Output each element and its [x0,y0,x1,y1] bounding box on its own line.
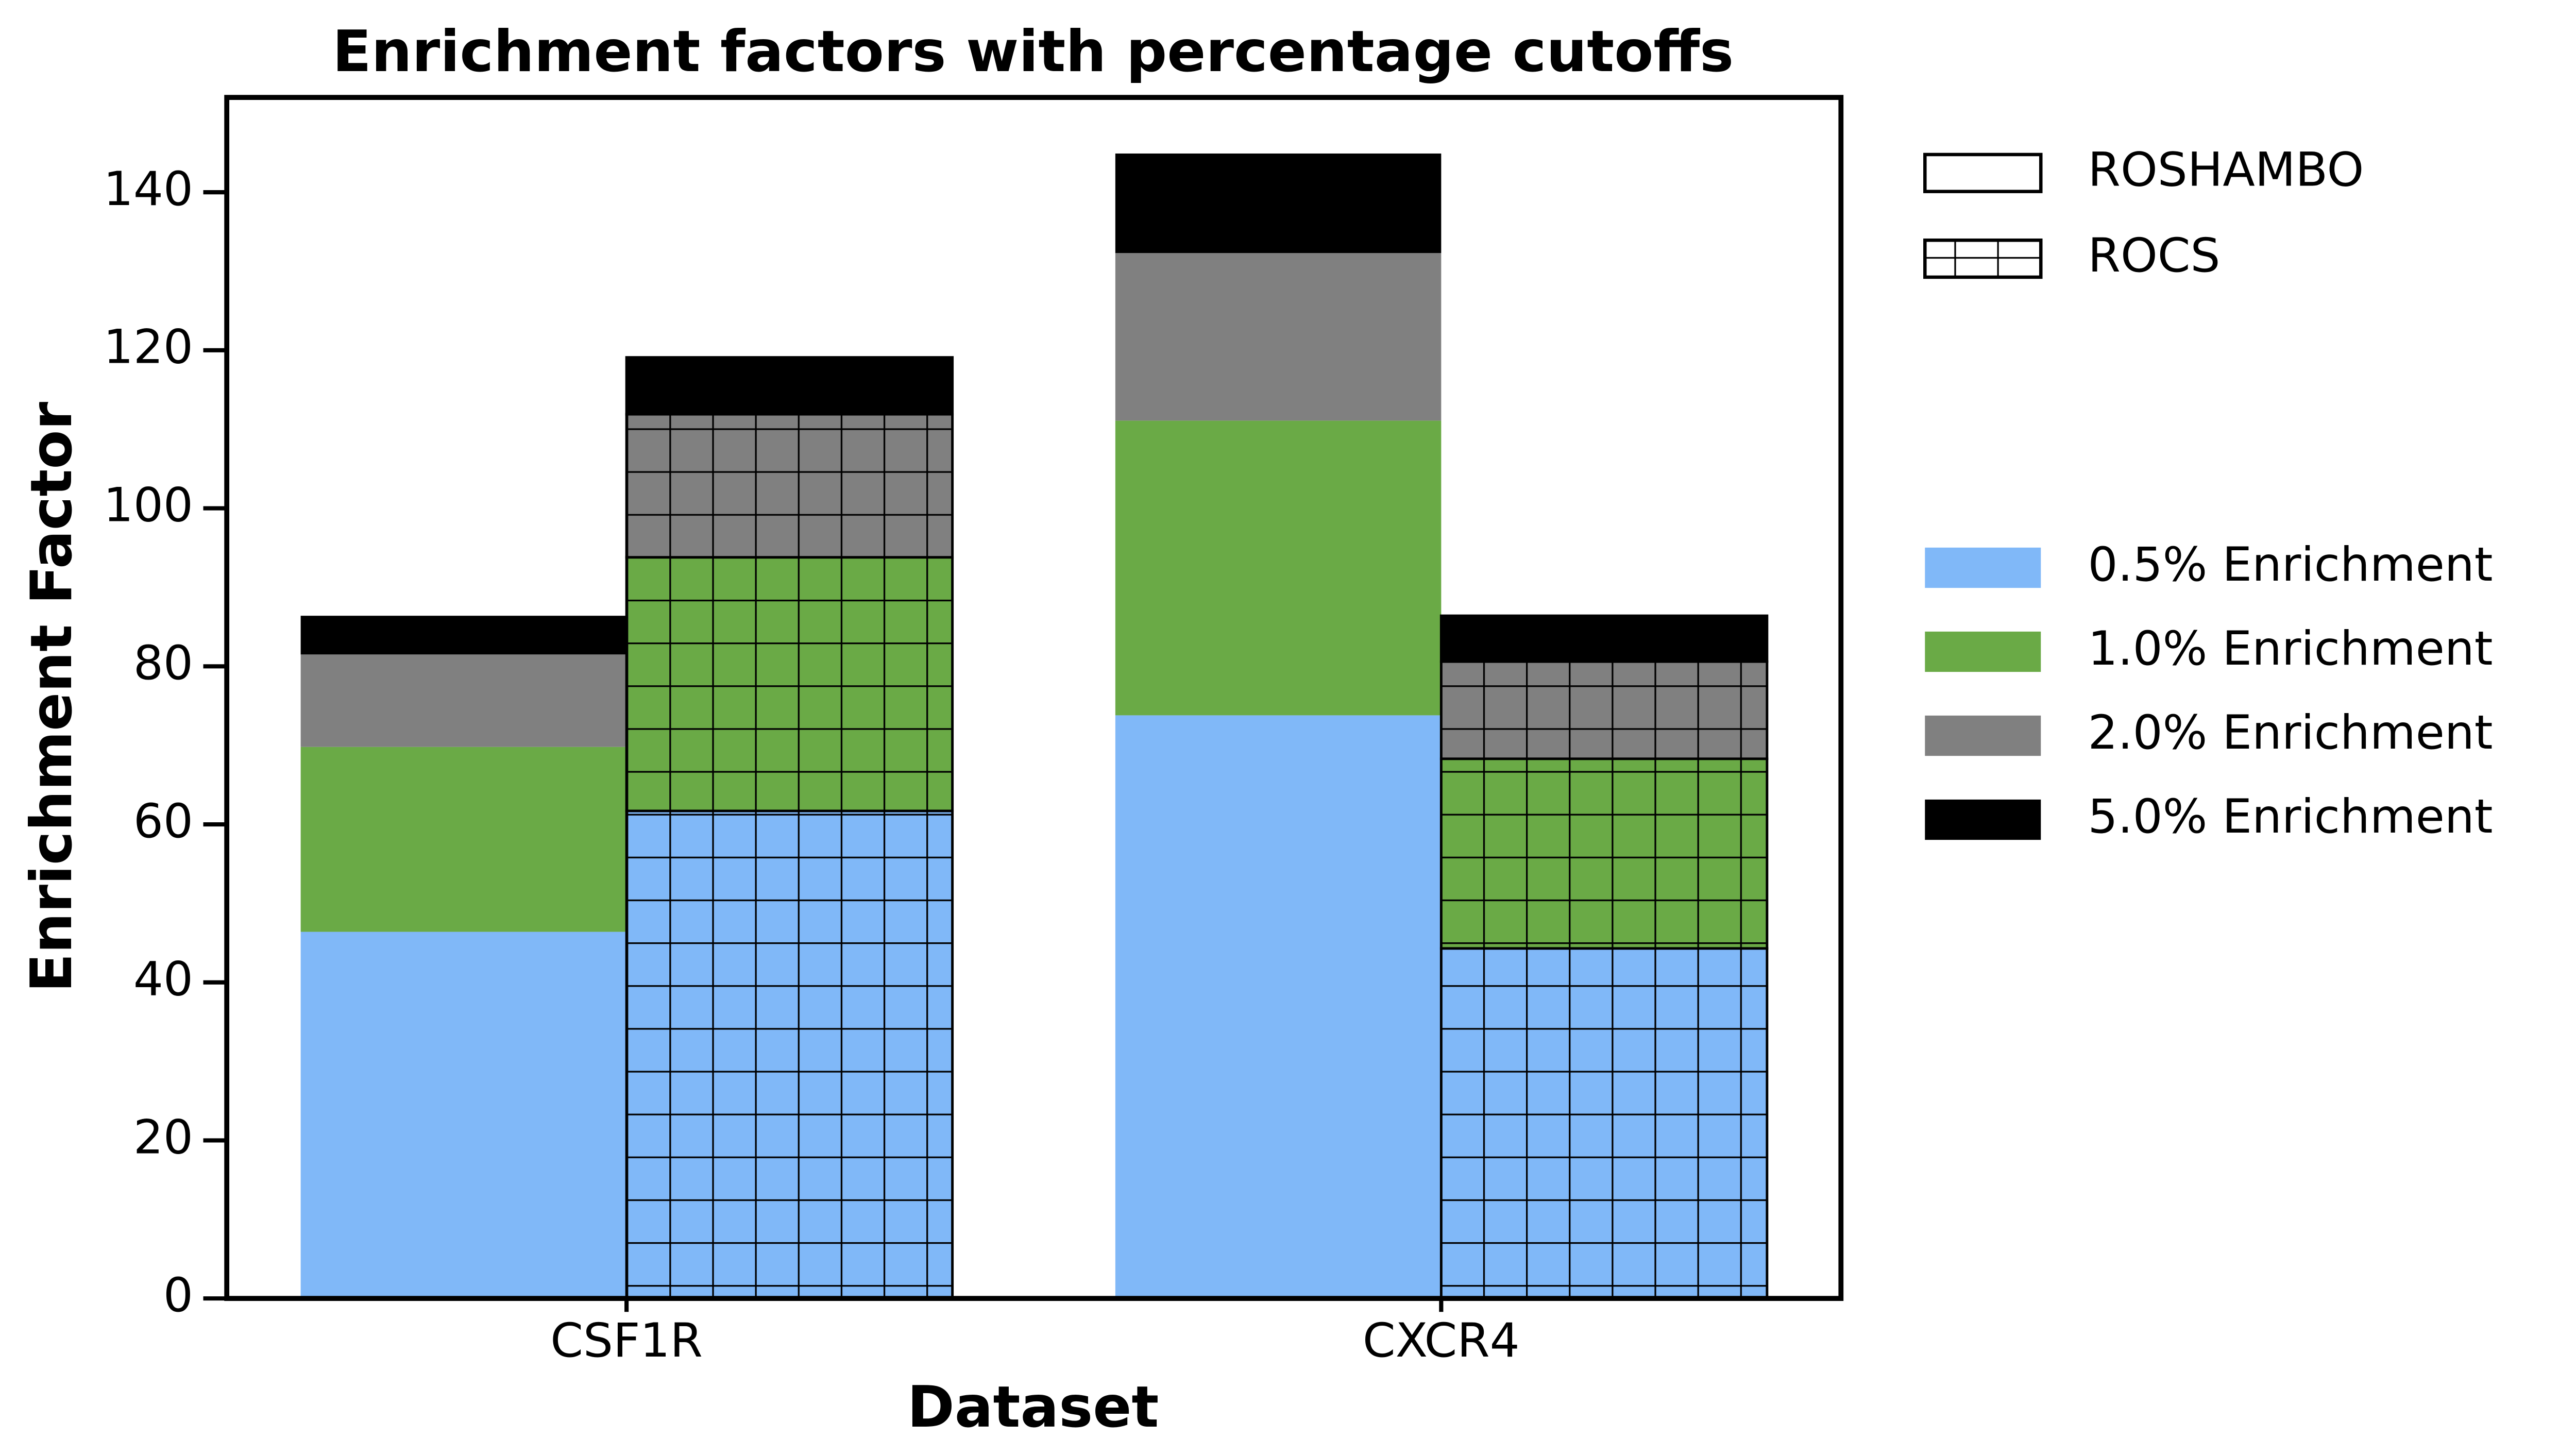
legend-label: 0.5% Enrichment [2088,537,2493,592]
y-tick-label: 20 [133,1109,193,1164]
bar-hatch [625,413,954,559]
plot-area [300,153,1769,1300]
y-tick-label: 40 [133,952,193,1007]
bar-hatch [625,556,954,812]
x-axis-label: Dataset [907,1374,1159,1441]
y-tick-label: 80 [133,635,193,690]
legend-swatch [1925,631,2041,672]
legend-swatch [1925,799,2041,840]
legend-swatch [1923,153,2043,193]
y-tick-label: 120 [104,319,193,375]
bar-hatch [625,356,954,416]
y-tick-label: 100 [104,477,193,532]
bar-hatch [1439,947,1769,1300]
bar-segment [300,932,627,1299]
legend-swatch [1925,715,2041,756]
y-axis-label: Enrichment Factor [19,401,85,992]
y-tick-label: 140 [104,161,193,216]
bar-segment [1115,715,1442,1299]
legend-label: ROCS [2088,228,2221,283]
bar-segment [1115,253,1442,421]
legend-label: 5.0% Enrichment [2088,789,2493,844]
legend-swatch [1925,547,2041,588]
bar-hatch [1439,757,1769,950]
bar-segment [300,616,627,655]
bar-segment [300,747,627,932]
bar-segment [1115,420,1442,716]
bar-hatch [625,809,954,1300]
legend-label: 1.0% Enrichment [2088,621,2493,676]
chart-title: Enrichment factors with percentage cutof… [332,19,1734,85]
bar-segment [300,654,627,747]
x-tick-label: CSF1R [550,1313,703,1368]
bar-hatch [1439,660,1769,760]
legend-label: ROSHAMBO [2088,142,2364,197]
y-tick-label: 60 [133,793,193,849]
legend-swatch [1923,238,2043,279]
bar-hatch [1439,614,1769,663]
bar-segment [1115,153,1442,253]
y-tick-label: 0 [163,1267,193,1323]
axes-frame [224,95,1844,1301]
legend-label: 2.0% Enrichment [2088,705,2493,760]
x-tick-label: CXCR4 [1363,1313,1520,1368]
